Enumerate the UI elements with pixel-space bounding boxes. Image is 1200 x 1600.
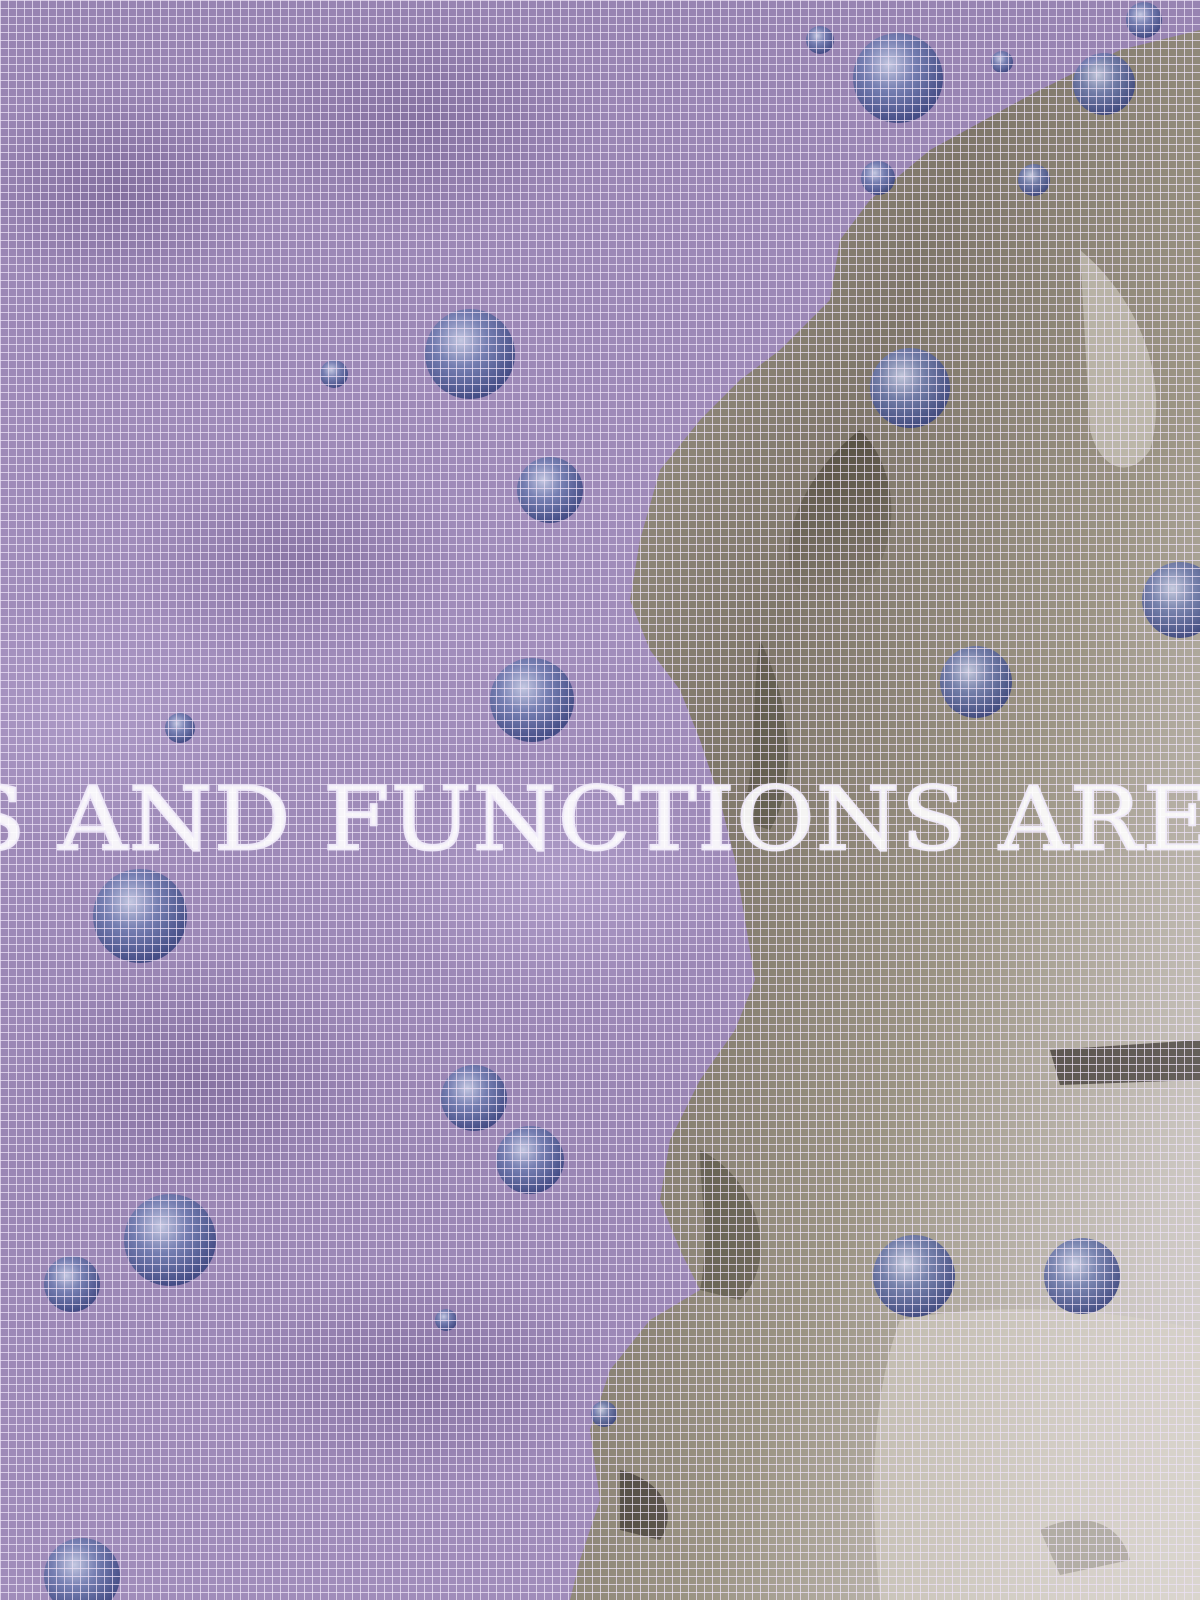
banner-text: S AND FUNCTIONS ARE A	[0, 767, 1200, 871]
